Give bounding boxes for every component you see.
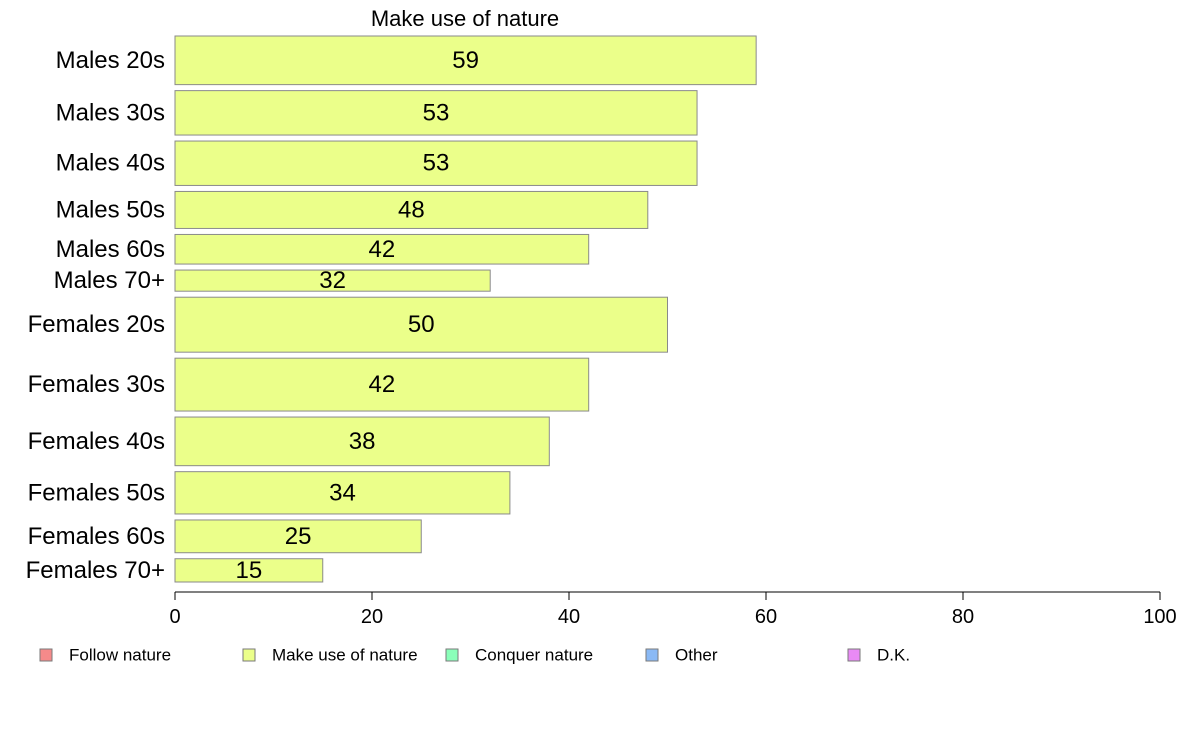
bar-9 — [174, 471, 511, 515]
bar-value-label-4: 42 — [368, 236, 395, 263]
bar-value-label-11: 15 — [236, 557, 263, 584]
bar-2 — [174, 140, 698, 186]
x-tick-label-4: 80 — [952, 606, 974, 628]
bar-10 — [174, 519, 422, 554]
category-label-0: Males 20s — [56, 47, 165, 74]
category-label-1: Males 30s — [56, 99, 165, 126]
x-tick-label-3: 60 — [755, 606, 777, 628]
legend-label-1: Make use of nature — [272, 646, 418, 665]
category-label-9: Females 50s — [28, 479, 165, 506]
legend-swatch-0 — [39, 648, 53, 662]
bar-value-label-3: 48 — [398, 196, 425, 223]
bar-value-label-7: 42 — [368, 371, 395, 398]
bar-value-label-10: 25 — [285, 523, 312, 550]
bar-7 — [174, 357, 590, 412]
bar-value-label-5: 32 — [319, 267, 346, 294]
bar-3 — [174, 190, 649, 229]
x-tick-label-5: 100 — [1143, 606, 1176, 628]
legend-swatch-3 — [645, 648, 659, 662]
bar-11 — [174, 558, 324, 583]
x-tick-label-1: 20 — [361, 606, 383, 628]
bar-value-label-2: 53 — [423, 150, 450, 177]
bar-value-label-9: 34 — [329, 479, 356, 506]
legend-swatch-2 — [445, 648, 459, 662]
category-label-3: Males 50s — [56, 196, 165, 223]
x-axis: 0 20 40 60 80 100 — [169, 591, 1177, 628]
legend-swatch-1 — [242, 648, 256, 662]
category-label-5: Males 70+ — [54, 267, 165, 294]
bar-4 — [174, 233, 590, 265]
bar-8 — [174, 416, 550, 467]
chart-title: Make use of nature — [371, 6, 559, 31]
category-label-2: Males 40s — [56, 150, 165, 177]
bar-6 — [174, 296, 668, 353]
category-label-10: Females 60s — [28, 523, 165, 550]
bar-5 — [174, 269, 491, 292]
category-label-4: Males 60s — [56, 236, 165, 263]
bar-value-label-1: 53 — [423, 99, 450, 126]
category-label-6: Females 20s — [28, 311, 165, 338]
bar-value-label-6: 50 — [408, 311, 435, 338]
bar-value-label-0: 59 — [452, 47, 479, 74]
legend-label-2: Conquer nature — [475, 646, 593, 665]
bar-value-label-8: 38 — [349, 428, 376, 455]
legend-label-4: D.K. — [877, 646, 910, 665]
legend-swatch-4 — [847, 648, 861, 662]
x-tick-label-2: 40 — [558, 606, 580, 628]
legend-label-3: Other — [675, 646, 718, 665]
legend-label-0: Follow nature — [69, 646, 171, 665]
category-label-7: Females 30s — [28, 371, 165, 398]
bar-1 — [174, 90, 698, 136]
category-label-8: Females 40s — [28, 428, 165, 455]
bar-0 — [174, 35, 757, 86]
legend: Follow nature Make use of nature Conquer n… — [39, 646, 910, 665]
bars-layer: Males 20s 59 Males 30s 53 Males 40s 53 Males 5… — [26, 35, 757, 584]
x-tick-label-0: 0 — [169, 606, 180, 628]
category-label-11: Females 70+ — [26, 557, 165, 584]
